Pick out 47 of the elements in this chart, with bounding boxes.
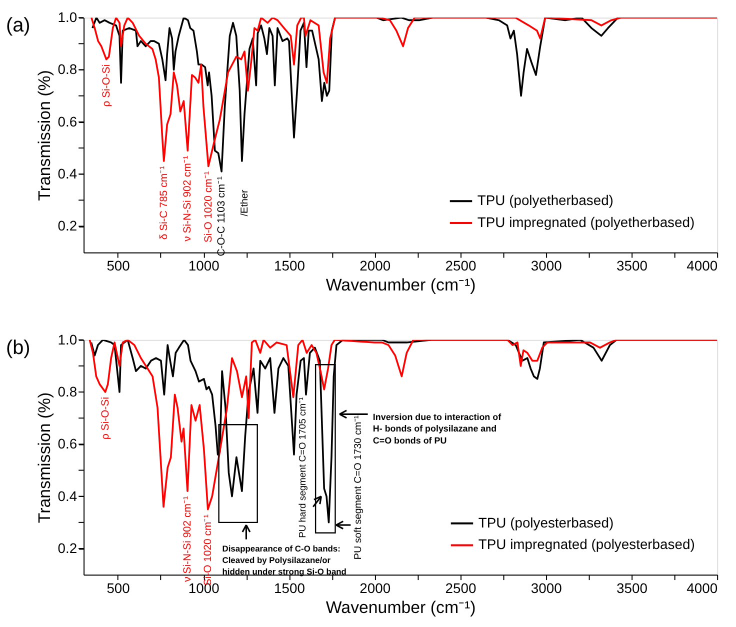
x-tick-label: 2500 [445,258,476,274]
annotation: ν Si-N-Si 902 cm⁻¹ [182,496,194,582]
y-tick-label: 0.4 [58,488,78,504]
x-tick-label: 500 [106,580,130,596]
x-tick-label: 1500 [274,258,306,274]
y-tick-label: 1.0 [58,331,78,348]
annotation: Inversion due to interaction of H- bonds of polysilazane and C=O bonds of PU [372,412,502,446]
x-tick-label: 2500 [445,580,476,596]
x-tick-label: 4000 [686,258,718,274]
annotation: ν Si-N-Si 902 cm⁻¹ [182,155,194,242]
annotation: ρ Si-O-Si [101,64,112,107]
y-tick-label: 0.4 [58,166,78,182]
y-axis-title: Transmission (%) [34,392,54,524]
legend-label: TPU impregnated (polyesterbased) [478,536,695,552]
annotation: δ Si-C 785 cm⁻¹ [158,165,170,240]
legend-label: TPU (polyesterbased) [478,514,614,530]
y-tick-label: 0.6 [58,436,78,452]
x-tick-label: 1500 [274,580,306,596]
y-tick-label: 0.6 [58,113,78,130]
annotation: /Ether [239,189,250,216]
y-axis-title: Transmission (%) [34,70,54,201]
x-axis-title: Wavenumber (cm⁻¹) [326,598,476,617]
x-tick-label: 3000 [530,258,562,274]
x-tick-label: 2000 [360,258,391,274]
annotation: PU hard segment C=O 1705 cm⁻¹ [298,397,309,538]
x-tick-label: 3500 [616,258,648,274]
y-tick-label: 0.2 [58,218,78,234]
y-tick-label: 0.8 [58,61,78,78]
annotation: ρ Si-O-Si [100,396,112,440]
y-tick-label: 1.0 [58,9,78,26]
legend-label: TPU impregnated (polyetherbased) [477,214,695,230]
x-tick-label: 3500 [616,580,648,596]
x-tick-label: 4000 [686,580,718,596]
x-tick-label: 2000 [360,580,391,596]
x-tick-label: 500 [106,258,130,274]
x-tick-label: 1000 [188,258,220,274]
y-tick-label: 0.8 [58,383,78,400]
chart-title: (b) [6,336,30,359]
y-tick-label: 0.2 [58,540,78,556]
annotation: Disappearance of C-O bands: Cleaved by Polysilazane/or hidden under strong Si-O band [222,543,346,576]
chart-title: (a) [6,14,30,37]
annotation: Si-O 1020 cm⁻¹ [203,170,214,243]
x-tick-label: 3000 [530,580,562,596]
annotation: C-O-C 1103 cm⁻¹ [216,176,228,256]
annotation: PU soft segment C=O 1730 cm⁻¹ [352,414,364,560]
x-axis-title: Wavenumber (cm⁻¹) [326,276,476,295]
legend-label: TPU (polyetherbased) [477,192,614,208]
